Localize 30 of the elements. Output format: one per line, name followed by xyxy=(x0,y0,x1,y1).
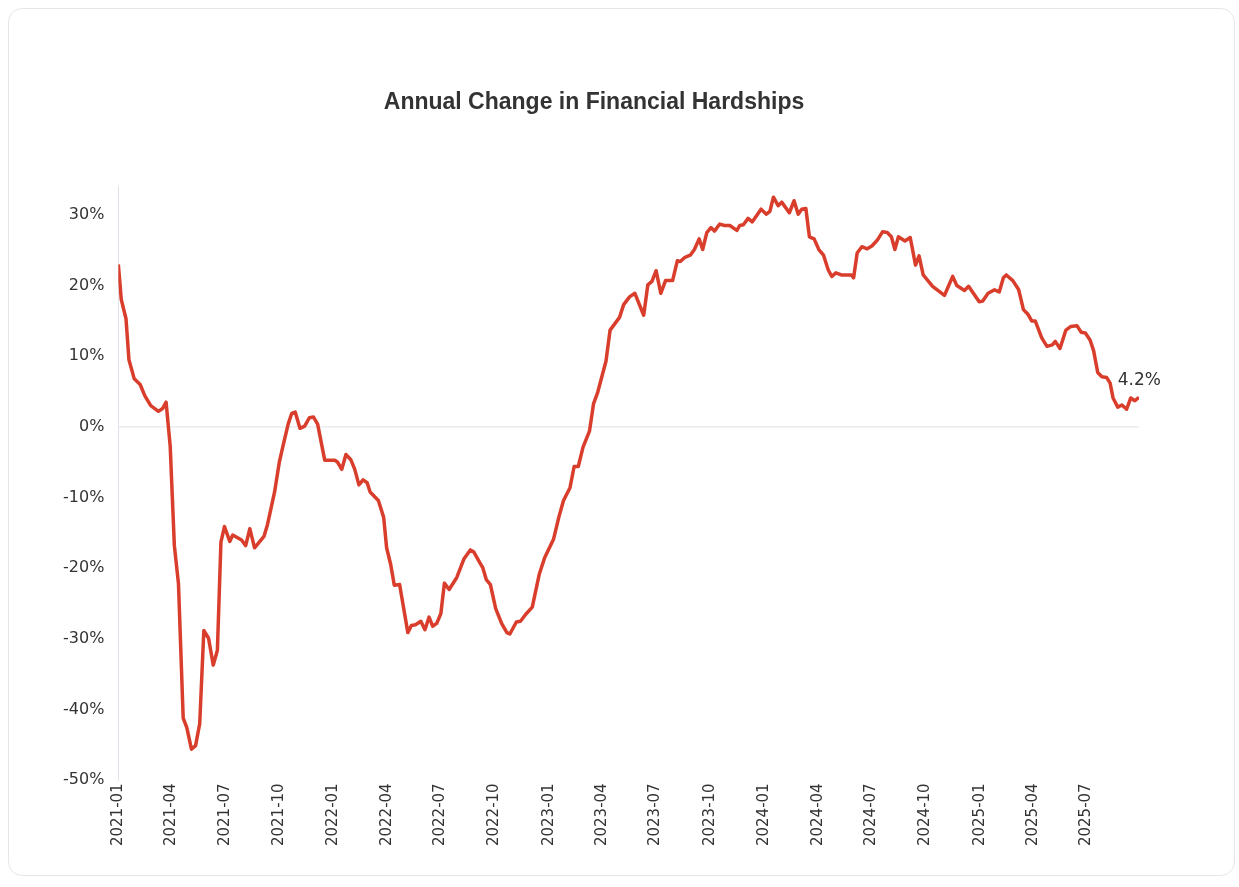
x-tick-label: 2024-01 xyxy=(753,783,772,847)
x-tick-label: 2021-10 xyxy=(269,783,288,847)
y-tick-label: -50% xyxy=(62,769,105,789)
x-tick-label: 2025-01 xyxy=(969,783,988,847)
x-tick-label: 2024-07 xyxy=(861,783,880,847)
y-tick-label: -20% xyxy=(62,557,105,577)
y-tick-label: 0% xyxy=(78,416,105,436)
x-tick-label: 2023-04 xyxy=(591,783,610,847)
x-tick-label: 2021-04 xyxy=(161,783,180,847)
y-tick-label: 20% xyxy=(68,274,105,294)
x-tick-label: 2022-10 xyxy=(484,783,503,847)
annotation: 4.2% xyxy=(1117,369,1161,390)
x-tick-label: 2023-10 xyxy=(699,783,718,847)
x-tick-label: 2024-04 xyxy=(807,783,826,847)
x-tick-label: 2022-01 xyxy=(323,783,342,847)
x-tick-label: 2023-07 xyxy=(645,783,664,847)
x-tick-label: 2021-07 xyxy=(214,783,233,847)
y-tick-label: 10% xyxy=(68,345,105,365)
x-tick-label: 2023-01 xyxy=(538,783,557,847)
x-tick-label: 2022-07 xyxy=(430,783,449,847)
x-tick-label: 2022-04 xyxy=(376,783,395,847)
x-tick-label: 2024-10 xyxy=(915,783,934,847)
x-tick-label: 2025-04 xyxy=(1022,783,1041,847)
y-tick-label: 30% xyxy=(68,204,105,224)
y-tick-label: -10% xyxy=(62,486,105,506)
y-tick-label: -30% xyxy=(62,628,105,648)
x-tick-label: 2025-07 xyxy=(1076,783,1095,847)
x-tick-label: 2021-01 xyxy=(108,783,127,847)
chart-title: Annual Change in Financial Hardships xyxy=(383,88,805,115)
y-tick-label: -40% xyxy=(62,698,105,718)
